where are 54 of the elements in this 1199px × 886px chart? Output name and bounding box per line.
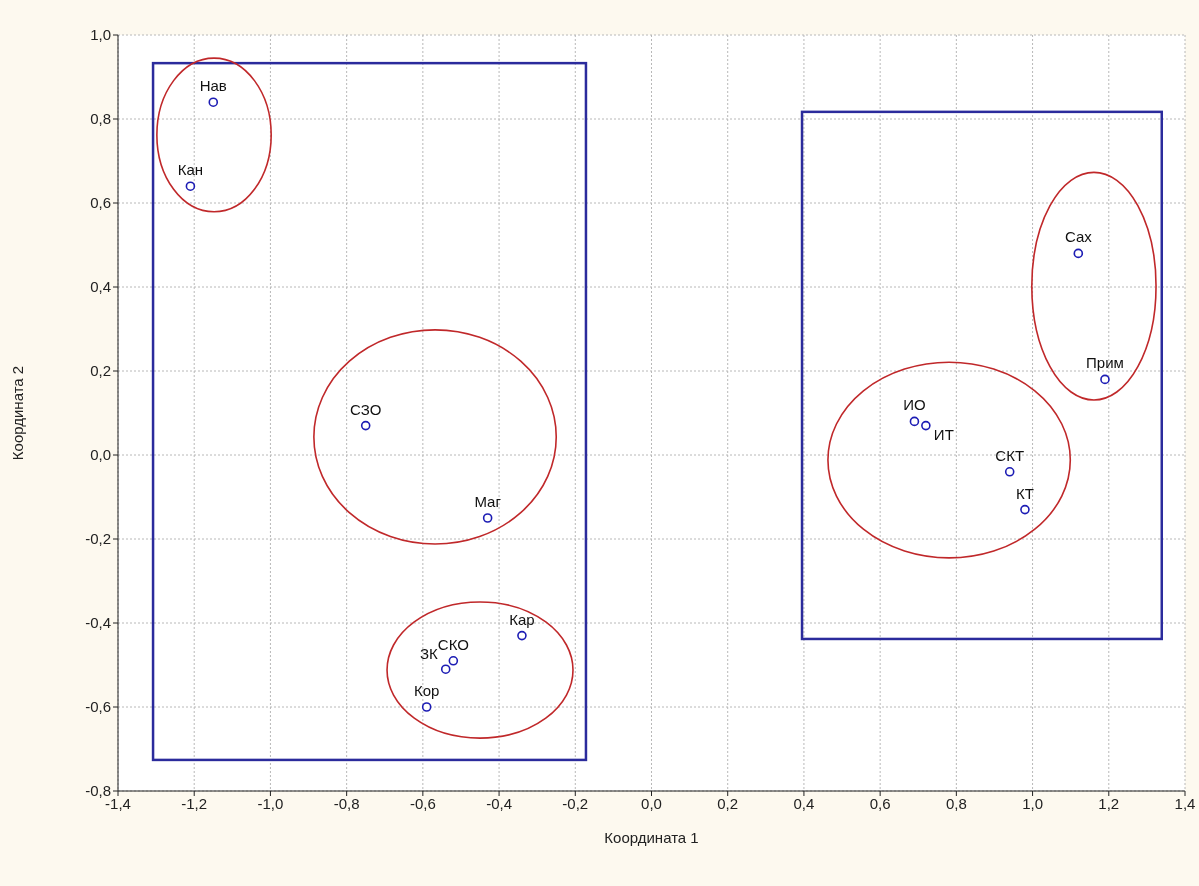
point [1020, 504, 1030, 515]
x-tick-label: -1,2 [181, 794, 208, 812]
x-tick-label: -0,4 [486, 794, 512, 812]
point [517, 630, 527, 641]
y-tick-label: 1,0 [90, 26, 111, 44]
y-tick-label: 0,0 [90, 446, 111, 464]
annotation: ИО [903, 396, 926, 414]
x-tick-label: 0,6 [869, 794, 891, 812]
point [185, 181, 196, 191]
annotation: Кар [509, 610, 535, 628]
x-axis-title: Координата 1 [604, 829, 699, 846]
y-tick-label: 0,2 [90, 362, 111, 380]
annotation: Кор [413, 682, 440, 699]
x-tick-label: -1,0 [257, 794, 284, 812]
annotation: СКО [437, 635, 469, 653]
annotation: КТ [1016, 484, 1034, 502]
point [482, 513, 493, 523]
annotation: Прим [1086, 354, 1124, 372]
point [208, 97, 219, 107]
x-tick-label: 0,0 [641, 794, 662, 812]
y-tick-label: -0,6 [85, 698, 111, 716]
annotation: ЗК [419, 645, 438, 663]
x-tick-label: 0,4 [793, 794, 815, 812]
point [440, 664, 451, 674]
x-tick-label: -0,2 [562, 794, 589, 812]
annotation: Сах [1064, 228, 1093, 246]
x-tick-label: 1,0 [1022, 794, 1043, 812]
x-tick-label: 1,4 [1174, 794, 1196, 812]
annotation: Нав [199, 77, 227, 95]
point [909, 416, 920, 427]
point [1073, 248, 1084, 259]
x-tick-label: 0,2 [717, 794, 739, 812]
point [921, 420, 931, 431]
annotation: СЗО [350, 400, 382, 418]
y-tick-label: -0,2 [85, 530, 111, 548]
x-tick-label: -0,8 [333, 794, 360, 812]
annotation: Маг [474, 493, 502, 510]
point [1004, 467, 1015, 477]
point [448, 656, 459, 666]
y-axis-title: Координата 2 [9, 365, 27, 461]
y-tick-label: -0,8 [85, 782, 111, 800]
y-tick-label: 0,6 [90, 194, 111, 212]
point [1100, 374, 1110, 385]
x-tick-label: -0,6 [409, 794, 436, 812]
annotation: ИТ [933, 425, 954, 443]
annotation: СКТ [995, 446, 1025, 464]
x-tick-label: 1,2 [1098, 794, 1120, 812]
annotation: Кан [177, 161, 204, 179]
point [421, 702, 432, 712]
y-tick-label: -0,4 [85, 614, 111, 632]
point [360, 420, 371, 431]
x-tick-label: 0,8 [945, 794, 967, 812]
y-tick-label: 0,4 [90, 278, 111, 296]
y-tick-label: 0,8 [90, 110, 111, 128]
